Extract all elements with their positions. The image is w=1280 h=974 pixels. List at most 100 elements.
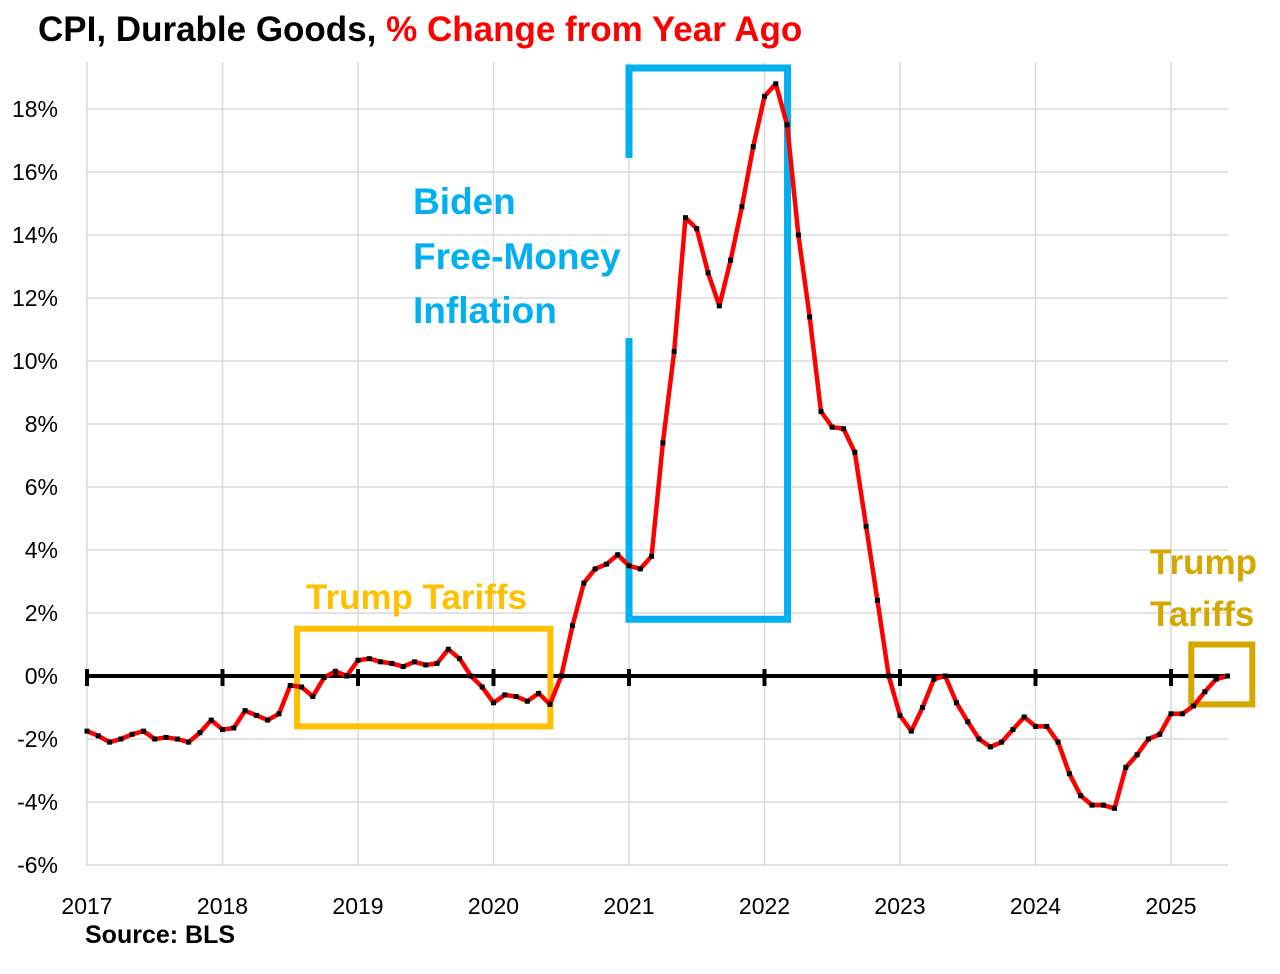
data-point [807,314,813,320]
data-point [829,424,835,430]
data-point [660,440,666,446]
data-point [874,597,880,603]
data-point [795,232,801,238]
data-point [1078,793,1084,799]
data-series [84,81,1230,811]
data-point [1157,731,1163,737]
data-point [739,204,745,210]
data-point [649,553,655,559]
x-tick-label: 2023 [874,893,925,919]
x-tick-label: 2017 [61,893,112,919]
data-point [1145,736,1151,742]
data-point [1033,723,1038,729]
data-point [163,734,169,740]
data-point [716,303,722,309]
data-point [1021,714,1027,720]
annotation-boxes: Biden Free-Money Inflation Trump Tariffs Tru… [294,64,1257,730]
biden-label-line: Inflation [413,290,557,331]
data-point [705,270,711,276]
data-point [118,736,124,742]
trump-tariffs-2025-label-line: Trump [1150,543,1257,582]
data-point [344,673,350,679]
data-point [1179,711,1185,717]
data-point [603,561,609,567]
data-point [434,660,440,666]
data-point [491,700,496,706]
data-point [581,580,587,586]
data-point [750,144,756,150]
x-tick-label: 2020 [468,893,519,919]
data-point [1134,752,1140,758]
data-point [852,449,858,455]
y-tick-label: -2% [17,726,58,752]
data-point [897,712,903,718]
data-point [1168,711,1174,717]
data-point [152,736,158,742]
data-point [355,657,361,663]
data-point [479,684,485,690]
biden-inflation-box [625,64,792,623]
data-point [728,257,734,263]
trump-tariffs-2018-label: Trump Tariffs [306,578,527,617]
data-point [513,693,519,699]
data-point [863,523,869,529]
y-tick-label: 18% [12,96,58,122]
data-point [1044,723,1050,729]
gridlines [86,62,1228,866]
data-point [841,426,847,432]
x-axis: 2017 2018 2019 2020 2021 2022 2023 2024 2025 [61,669,1228,919]
data-point [942,673,948,679]
data-point [95,733,101,739]
data-point [366,656,372,662]
data-point [299,684,305,690]
data-point [931,676,937,682]
data-point [129,731,135,737]
data-point [276,711,282,717]
data-point [762,93,767,99]
data-point [615,552,621,558]
data-point [1213,676,1219,682]
data-point [536,690,542,696]
data-point [886,673,892,679]
data-point [400,664,406,670]
data-point [310,693,316,699]
trump-tariffs-2025-box [1188,641,1256,708]
data-point [84,728,90,734]
data-point [976,736,982,742]
y-tick-label: -6% [17,852,58,878]
source-note: Source: BLS [85,921,236,949]
data-point [547,701,553,707]
chart-title-main: CPI, Durable Goods, [38,10,387,49]
data-point [637,566,643,572]
biden-label-line: Free-Money [413,236,621,277]
data-point [671,349,677,355]
data-point [332,668,338,674]
data-point [378,659,384,665]
data-point [457,656,463,662]
x-tick-label: 2018 [197,893,248,919]
data-point [197,730,203,736]
data-point [220,727,225,733]
y-tick-label: 12% [12,285,58,311]
data-point [186,739,192,745]
data-point [1066,771,1072,777]
y-tick-label: 6% [25,474,58,500]
data-point [524,698,530,704]
y-axis: -6% -4% -2% 0% 2% 4% 6% 8% 10% 12% 14% 16% 18% [12,96,58,878]
data-point [242,708,248,714]
data-point [953,700,959,706]
data-point [784,122,790,128]
data-point [682,215,688,221]
data-point [965,719,971,725]
data-point [570,623,576,629]
y-tick-label: 8% [25,411,58,437]
y-tick-label: -4% [17,789,58,815]
y-tick-label: 16% [12,159,58,185]
data-point [502,692,508,698]
y-tick-label: 0% [25,663,58,689]
data-point [920,705,926,710]
data-point [231,725,237,731]
data-point [174,736,180,742]
data-point [411,659,417,665]
data-point [1055,739,1061,745]
